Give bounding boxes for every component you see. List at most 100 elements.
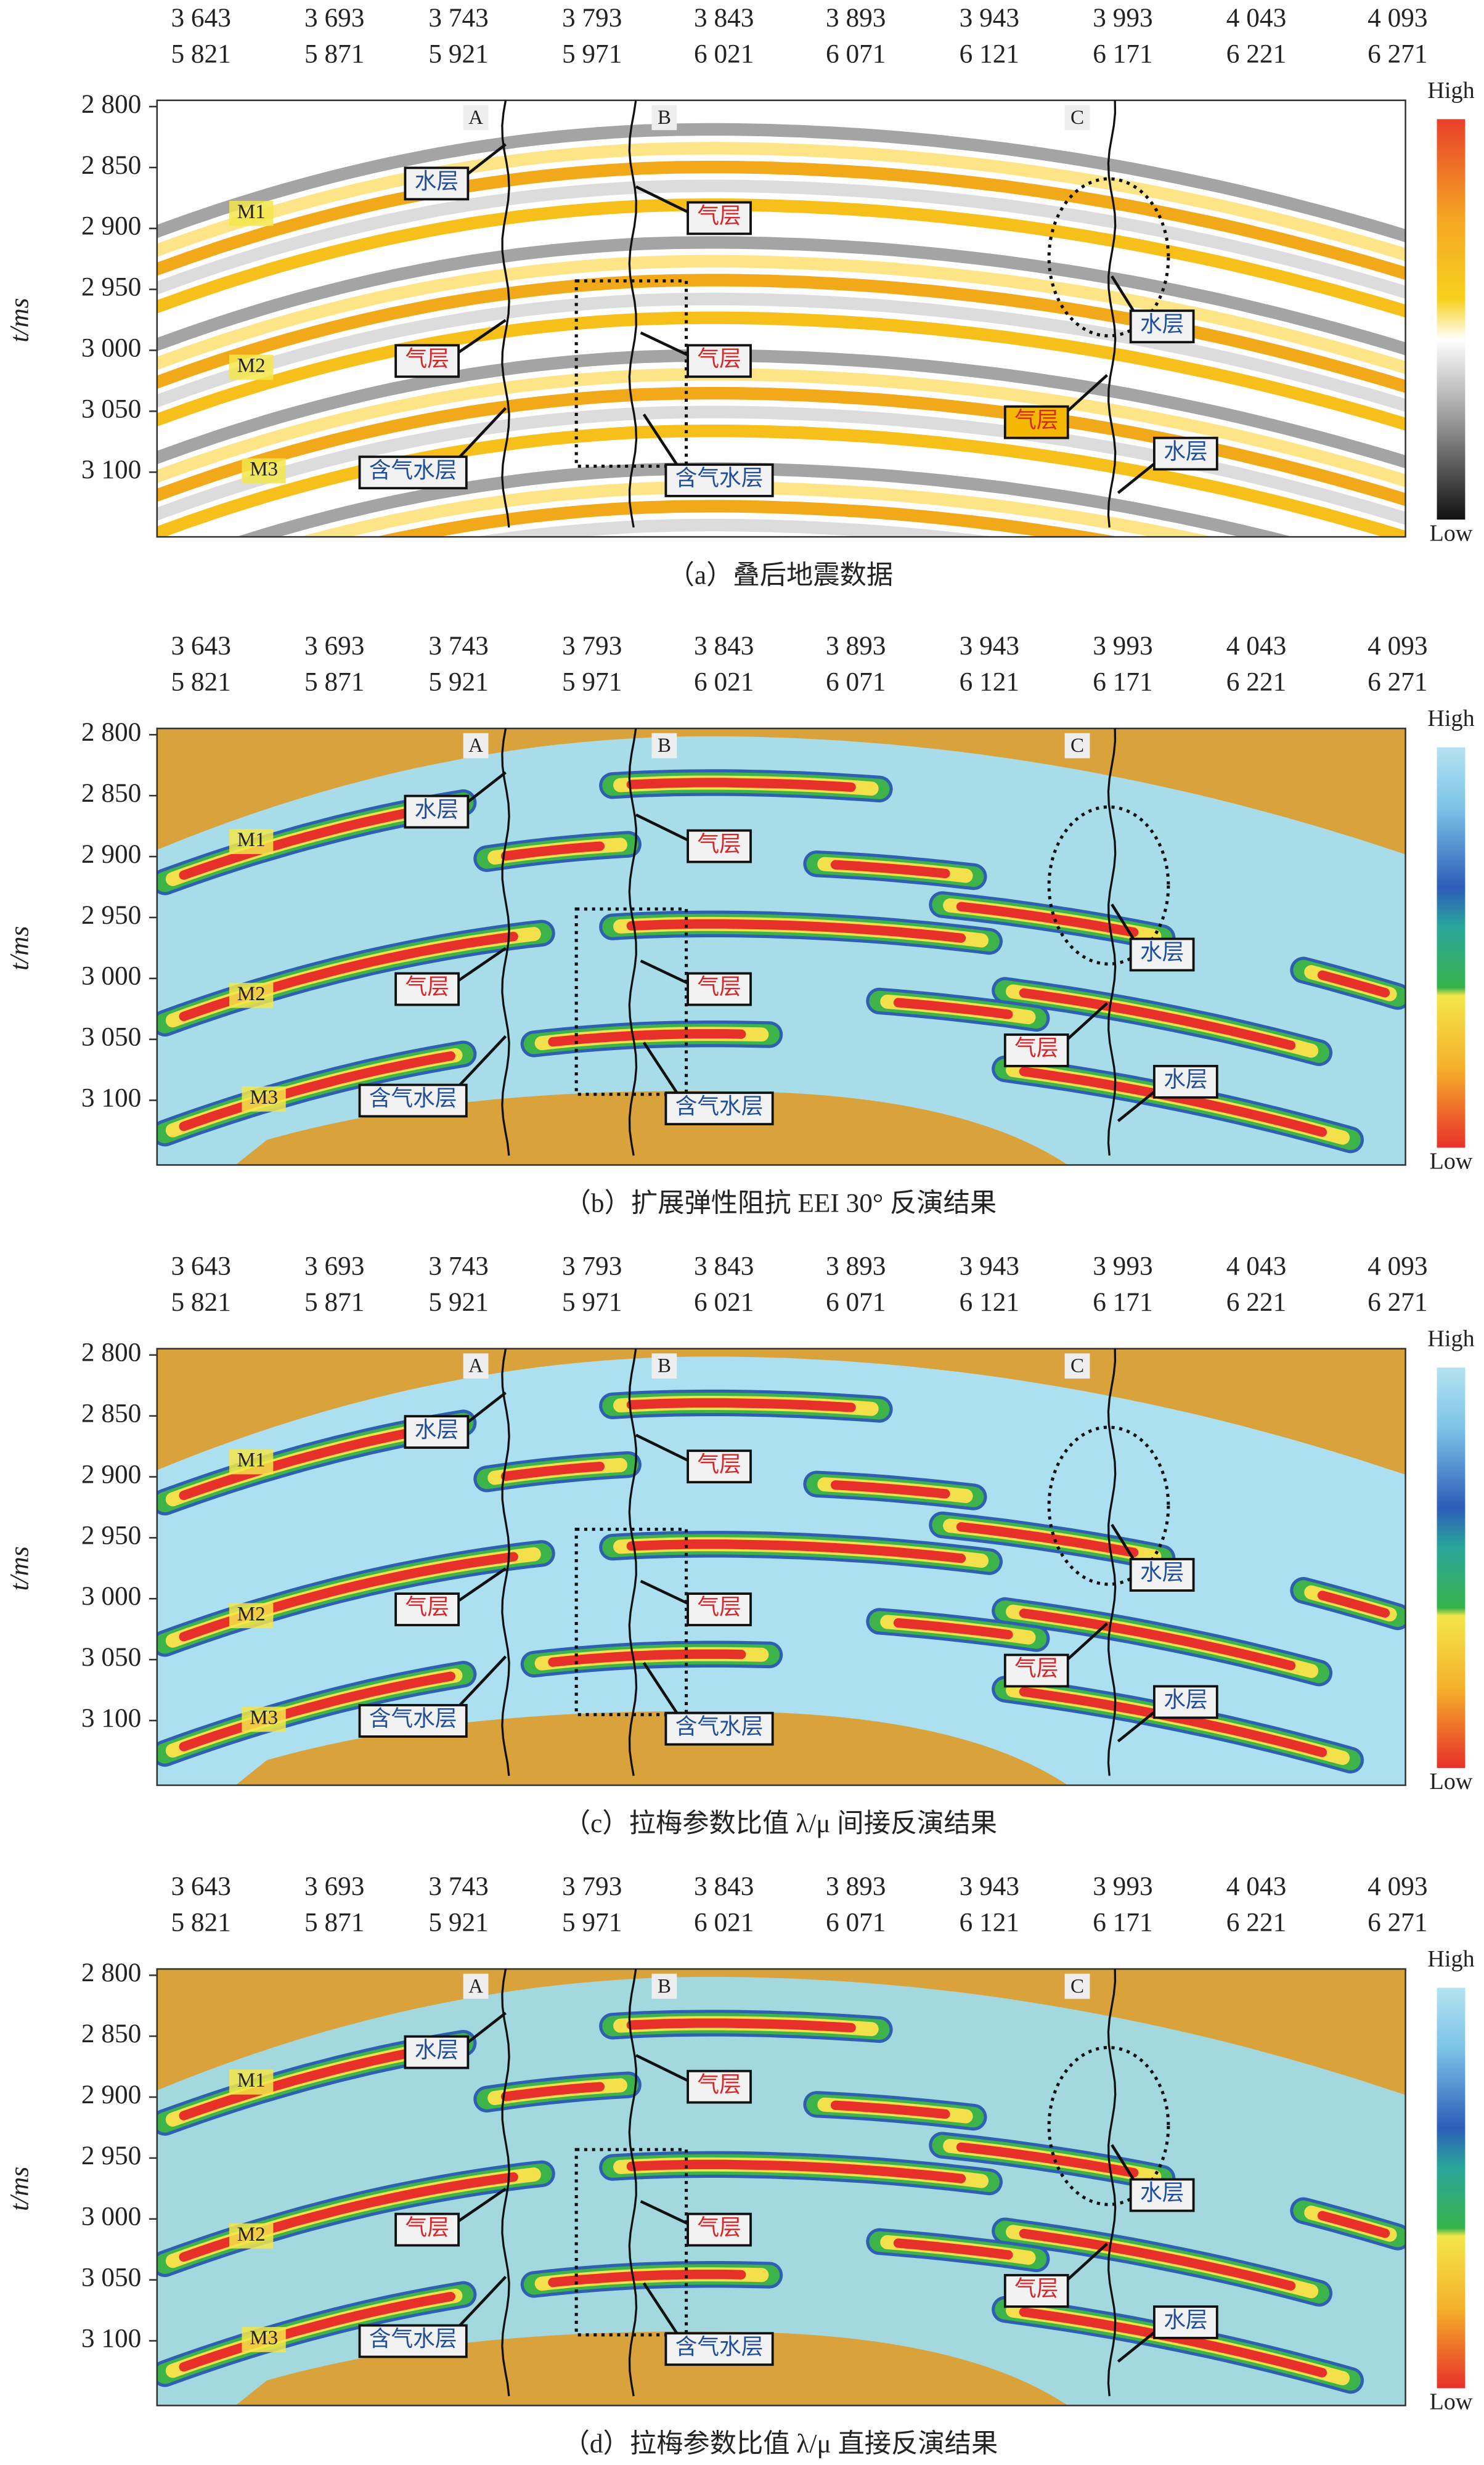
caption: （c）拉梅参数比值 λ/μ 间接反演结果 [564,1809,997,1838]
colorbar [1437,747,1466,1148]
annotation-box [1129,2178,1195,2212]
streak-red [956,1522,1139,1557]
reflection [157,518,1406,537]
well-label-box [463,105,489,131]
well-label: B [658,734,671,757]
annotation-box [394,972,460,1006]
trace-label: 5 921 [428,1908,488,1937]
cdp-label: 3 743 [428,1252,488,1281]
y-tick-label: 2 950 [81,2141,141,2170]
annotation: 气层 [697,203,741,228]
well-log [628,1348,638,1776]
reflection [157,160,1406,282]
colorbar-high: High [1427,1946,1474,1972]
colorbar-high: High [1427,706,1474,731]
y-tick-label: 2 950 [81,1520,141,1550]
annotation: 气层 [697,1595,741,1620]
annotation: 气层 [697,2215,741,2239]
y-tick-label: 3 100 [81,2323,141,2353]
reflection [157,330,1406,452]
horizon-label-box [242,458,286,484]
section-image [157,728,1406,1165]
horizon-label: M3 [250,458,278,481]
cdp-label: 3 643 [171,3,230,33]
cdp-label: 3 943 [960,631,1019,661]
annotation-box [358,1083,468,1118]
colorbar-low: Low [1429,1769,1472,1795]
streak-red [179,1671,455,1751]
annotation: 气层 [1014,2276,1058,2301]
annotation-box [687,2212,752,2247]
y-tick-label: 3 050 [81,2263,141,2292]
dotted-ellipse [1047,805,1170,966]
well-label-box [651,733,677,759]
well-label: A [468,106,483,129]
horizon-label-box [242,1086,286,1112]
streak-red [179,2291,455,2372]
colorbar [1437,119,1466,520]
annotation-box [687,2069,752,2104]
annotation: 气层 [697,1452,741,1477]
annotation: 气层 [1014,1036,1058,1061]
streak-red [956,2142,1139,2178]
y-tick-label: 2 950 [81,272,141,302]
dotted-box [574,907,688,1096]
streak-red [830,2100,950,2119]
annotation-box [1003,405,1069,439]
well-log [501,100,510,528]
annotation: 水层 [1164,1067,1207,1092]
cdp-label: 4 043 [1226,3,1286,33]
cdp-label: 3 643 [171,1872,230,1901]
trace-label: 5 821 [171,667,230,697]
well-label: C [1070,1974,1084,1997]
trace-label: 5 971 [562,1287,622,1317]
y-tick-label: 3 000 [81,2202,141,2231]
cdp-label: 3 693 [304,631,364,661]
trace-label: 6 221 [1226,667,1286,697]
annotation-box [664,463,774,497]
well-log [1107,100,1117,528]
cdp-label: 3 893 [826,3,886,33]
horizon-label: M3 [250,1706,278,1729]
well-log [501,1968,510,2397]
annotation-box [1152,436,1218,471]
streak-red [500,1462,605,1481]
trace-label: 5 871 [304,1908,364,1937]
streak-red [548,1029,746,1047]
horizon-label: M1 [237,200,266,223]
well-log [1107,1348,1117,1776]
horizon-label: M1 [237,2069,266,2092]
cdp-label: 3 743 [428,3,488,33]
annotation-box [687,829,752,863]
well-label: C [1070,734,1084,757]
annotation-box [664,1091,774,1126]
cdp-label: 3 693 [304,3,364,33]
y-tick-label: 3 050 [81,394,141,423]
streak-red [830,1480,950,1499]
streak-red [626,2159,966,2183]
well-label: B [658,1974,671,1997]
annotation: 水层 [1164,439,1207,463]
streak-red [830,860,950,879]
annotation-box [687,1592,752,1626]
horizon-label-box [229,829,274,854]
well-label-box [1064,1973,1090,1999]
cdp-label: 3 843 [694,3,754,33]
cdp-label: 3 643 [171,1252,230,1281]
dotted-box [574,279,688,468]
annotation: 水层 [1164,2308,1207,2333]
trace-label: 5 821 [171,1908,230,1937]
trace-label: 5 821 [171,39,230,68]
dotted-box [574,2148,688,2337]
dotted-ellipse [1047,2045,1170,2206]
annotation-box [358,455,468,490]
trace-label: 6 171 [1093,1287,1152,1317]
trace-label: 5 971 [562,39,622,68]
trace-label: 6 071 [826,667,886,697]
horizon-label: M2 [237,982,266,1005]
reflection [157,198,1406,320]
y-tick-label: 3 000 [81,333,141,362]
horizon-label: M3 [250,2326,278,2349]
well-label-box [1064,1353,1090,1379]
